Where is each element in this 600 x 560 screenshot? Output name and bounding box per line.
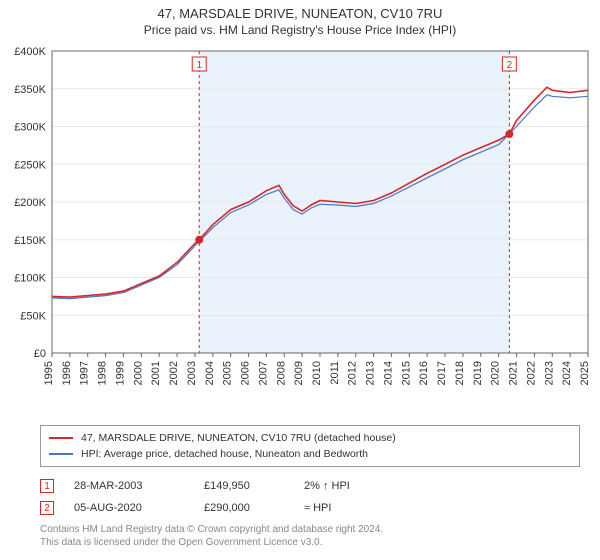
svg-text:£100K: £100K	[14, 273, 46, 285]
svg-text:2012: 2012	[347, 361, 359, 385]
legend: 47, MARSDALE DRIVE, NUNEATON, CV10 7RU (…	[40, 425, 580, 467]
svg-text:2023: 2023	[543, 361, 555, 385]
sale-date: 05-AUG-2020	[74, 502, 184, 514]
chart-titles: 47, MARSDALE DRIVE, NUNEATON, CV10 7RU P…	[0, 0, 600, 41]
svg-text:1997: 1997	[79, 361, 91, 385]
title-line1: 47, MARSDALE DRIVE, NUNEATON, CV10 7RU	[0, 6, 600, 21]
svg-text:2000: 2000	[132, 361, 144, 385]
svg-text:2014: 2014	[382, 361, 394, 385]
legend-row: HPI: Average price, detached house, Nune…	[49, 446, 571, 462]
svg-text:2003: 2003	[186, 361, 198, 385]
svg-text:£350K: £350K	[14, 84, 46, 96]
footer-line: This data is licensed under the Open Gov…	[40, 536, 580, 549]
sale-price: £149,950	[204, 480, 284, 492]
svg-text:2019: 2019	[472, 361, 484, 385]
svg-text:£50K: £50K	[20, 310, 46, 322]
svg-text:2008: 2008	[275, 361, 287, 385]
svg-text:2002: 2002	[168, 361, 180, 385]
svg-text:£200K: £200K	[14, 197, 46, 209]
footer-attribution: Contains HM Land Registry data © Crown c…	[40, 523, 580, 549]
footer-line: Contains HM Land Registry data © Crown c…	[40, 523, 580, 536]
sale-marker-row: 1 28-MAR-2003 £149,950 2% ↑ HPI	[40, 475, 580, 497]
svg-text:2021: 2021	[508, 361, 520, 385]
svg-text:2: 2	[507, 60, 513, 71]
svg-text:2010: 2010	[311, 361, 323, 385]
svg-text:2004: 2004	[204, 361, 216, 385]
svg-text:2024: 2024	[561, 361, 573, 385]
svg-text:£300K: £300K	[14, 122, 46, 134]
svg-text:2018: 2018	[454, 361, 466, 385]
svg-text:2006: 2006	[240, 361, 252, 385]
sale-marker-badge: 2	[40, 501, 54, 515]
svg-text:2007: 2007	[257, 361, 269, 385]
svg-text:1998: 1998	[97, 361, 109, 385]
legend-row: 47, MARSDALE DRIVE, NUNEATON, CV10 7RU (…	[49, 430, 571, 446]
sale-date: 28-MAR-2003	[74, 480, 184, 492]
svg-text:2016: 2016	[418, 361, 430, 385]
svg-text:2020: 2020	[490, 361, 502, 385]
sale-marker-badge: 1	[40, 479, 54, 493]
svg-text:1999: 1999	[114, 361, 126, 385]
svg-text:£0: £0	[34, 348, 46, 360]
legend-swatch-2	[49, 453, 73, 455]
sale-vs-hpi: 2% ↑ HPI	[304, 480, 404, 492]
svg-text:2015: 2015	[400, 361, 412, 385]
svg-text:2009: 2009	[293, 361, 305, 385]
svg-text:£150K: £150K	[14, 235, 46, 247]
svg-text:£400K: £400K	[14, 46, 46, 58]
chart-area: £0 £50K £100K £150K £200K £250K £300K £350K £400…	[0, 41, 600, 421]
sale-price: £290,000	[204, 502, 284, 514]
legend-label: 47, MARSDALE DRIVE, NUNEATON, CV10 7RU (…	[81, 432, 396, 444]
sale-marker-rows: 1 28-MAR-2003 £149,950 2% ↑ HPI 2 05-AUG…	[40, 475, 580, 519]
svg-text:£250K: £250K	[14, 159, 46, 171]
svg-text:2001: 2001	[150, 361, 162, 385]
legend-swatch-1	[49, 437, 73, 439]
svg-text:2017: 2017	[436, 361, 448, 385]
svg-text:2013: 2013	[365, 361, 377, 385]
chart-svg: £0 £50K £100K £150K £200K £250K £300K £350K £400…	[0, 41, 600, 421]
legend-label: HPI: Average price, detached house, Nune…	[81, 448, 368, 460]
svg-text:2005: 2005	[222, 361, 234, 385]
svg-text:1995: 1995	[43, 361, 55, 385]
sale-marker-row: 2 05-AUG-2020 £290,000 ≈ HPI	[40, 497, 580, 519]
svg-text:1996: 1996	[61, 361, 73, 385]
svg-text:1: 1	[196, 60, 202, 71]
svg-text:2011: 2011	[329, 361, 341, 385]
sale-vs-hpi: ≈ HPI	[304, 502, 404, 514]
svg-text:2025: 2025	[579, 361, 591, 385]
svg-text:2022: 2022	[525, 361, 537, 385]
title-line2: Price paid vs. HM Land Registry's House …	[0, 23, 600, 37]
